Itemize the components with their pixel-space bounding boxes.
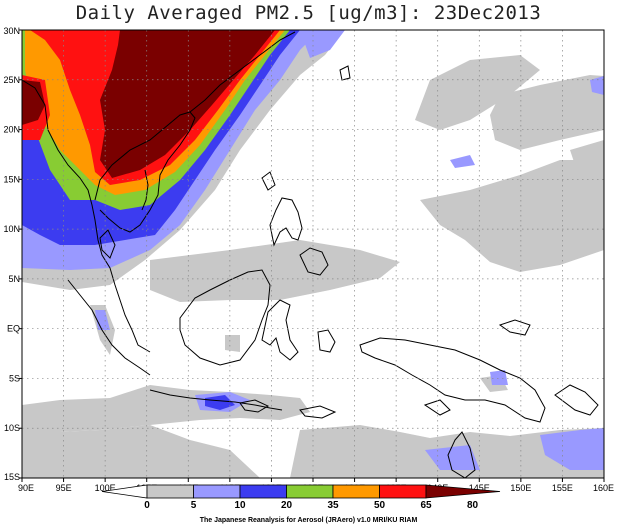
- lat-tick-label: 25N: [3, 75, 20, 85]
- concentration-above-80-regions: [22, 30, 275, 178]
- lon-tick-label: 90E: [18, 483, 34, 493]
- coastlines: [22, 31, 599, 478]
- colorbar-swatch: [239, 484, 287, 499]
- colorbar-level-label: 65: [420, 500, 432, 511]
- colorbar-swatch: [332, 484, 380, 499]
- lon-tick-label: 100E: [95, 483, 116, 493]
- graticule: [22, 30, 604, 478]
- colorbar-level-label: 5: [191, 500, 197, 511]
- colorbar: 0 5 10 20 35 50 65 80: [101, 484, 501, 511]
- lon-tick-label: 150E: [510, 483, 531, 493]
- lat-tick-label: 10S: [4, 423, 20, 433]
- lat-tick-label: 15N: [3, 174, 20, 184]
- colorbar-level-label: 20: [281, 500, 293, 511]
- colorbar-level-label: 35: [327, 500, 339, 511]
- colorbar-swatch: [146, 484, 194, 499]
- credit-text: The Japanese Reanalysis for Aerosol (JRA…: [199, 517, 418, 524]
- lat-tick-label: 10N: [3, 224, 20, 234]
- lat-tick-label: 30N: [3, 26, 20, 36]
- colorbar-swatch: [425, 484, 501, 499]
- lat-tick-label: 5N: [8, 274, 20, 284]
- lon-tick-label: 155E: [552, 483, 573, 493]
- map-title: Daily Averaged PM2.5 [ug/m3]: 23Dec2013: [75, 2, 542, 24]
- lon-tick-label: 95E: [56, 483, 72, 493]
- lat-tick-label: 20N: [3, 125, 20, 135]
- colorbar-swatch: [286, 484, 334, 499]
- colorbar-level-label: 10: [234, 500, 246, 511]
- lon-tick-label: 145E: [469, 483, 490, 493]
- lat-tick-label: 15S: [4, 472, 20, 482]
- colorbar-swatch: [379, 484, 427, 499]
- lat-tick-label: 5S: [9, 373, 20, 383]
- map-plot-area: [22, 30, 604, 478]
- colorbar-level-label: 0: [144, 500, 150, 511]
- lat-tick-label: EQ: [7, 324, 20, 334]
- lon-tick-label: 160E: [593, 483, 614, 493]
- colorbar-level-label: 50: [374, 500, 386, 511]
- colorbar-level-label: 80: [467, 500, 479, 511]
- latitude-tick-labels: 30N 25N 20N 15N 10N 5N EQ 5S 10S 15S: [3, 26, 22, 482]
- colorbar-swatch: [193, 484, 241, 499]
